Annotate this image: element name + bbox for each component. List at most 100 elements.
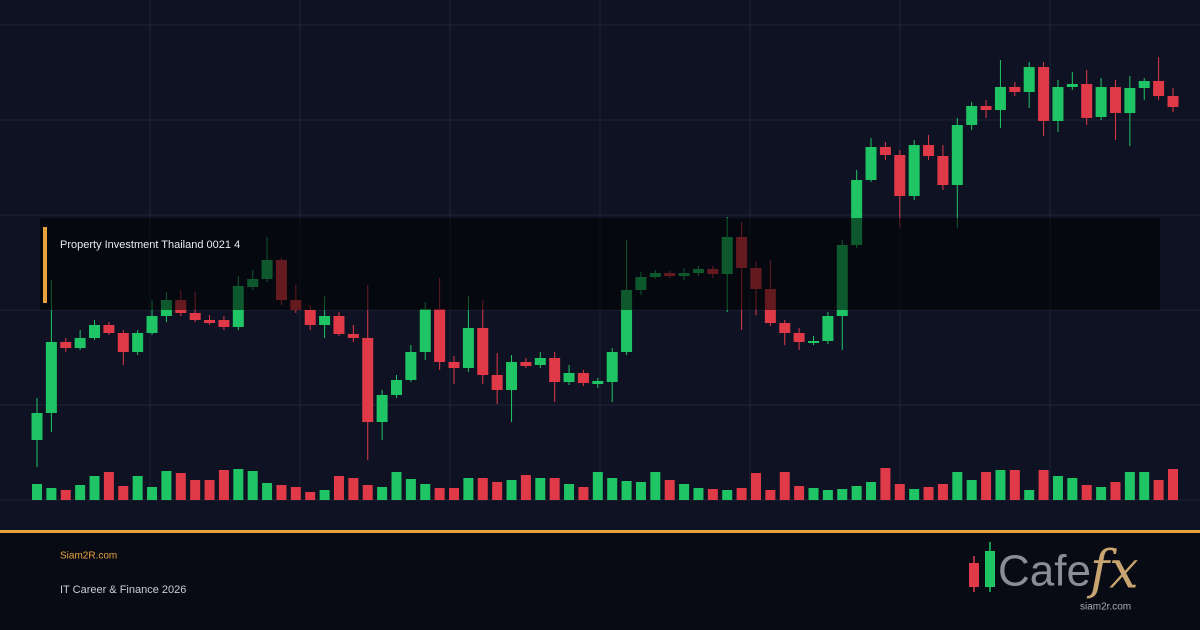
candle-body	[592, 381, 604, 384]
candle-body	[1153, 81, 1165, 96]
volume-bar	[1009, 470, 1020, 500]
candle-body	[1009, 87, 1021, 92]
volume-bar	[247, 471, 258, 500]
volume-bar	[463, 478, 474, 500]
candle-body	[405, 352, 417, 380]
volume-bar	[434, 488, 445, 500]
candle-body	[1081, 84, 1093, 118]
volume-bar	[880, 468, 891, 500]
volume-bar	[995, 470, 1006, 500]
volume-bar	[204, 480, 215, 500]
marks	[31, 57, 1179, 500]
volume-bar	[477, 478, 488, 500]
volume-bar	[1067, 478, 1078, 500]
logo-word: Cafe	[998, 547, 1091, 596]
site-name: Siam2R.com	[60, 551, 117, 562]
candle-body	[822, 316, 834, 341]
volume-bar	[736, 488, 747, 500]
volume-bar	[722, 490, 733, 500]
volume-bar	[564, 484, 575, 500]
candle-body	[60, 342, 72, 348]
volume-bar	[1153, 480, 1164, 500]
candle-body	[362, 338, 374, 422]
candle-body	[204, 320, 216, 323]
candle-body	[146, 316, 158, 333]
candle-body	[434, 309, 446, 362]
candle-body	[621, 290, 633, 352]
logo-accent: fx	[1086, 541, 1139, 601]
candle-body	[1038, 67, 1050, 121]
candle-body	[189, 313, 201, 320]
volume-bar	[923, 487, 934, 500]
volume-bar	[607, 478, 618, 500]
volume-bar	[952, 472, 963, 500]
volume-bar	[779, 472, 790, 500]
volume-bar	[794, 486, 805, 500]
volume-bar	[405, 479, 416, 500]
candle-body	[534, 358, 546, 365]
volume-bar	[1052, 476, 1063, 500]
candle-body	[549, 358, 561, 382]
volume-bar	[32, 484, 42, 500]
volume-bar	[161, 471, 172, 500]
volume-bar	[822, 490, 833, 500]
volume-bar	[305, 492, 316, 500]
volume-bar	[103, 472, 114, 500]
candle-body	[117, 333, 129, 352]
volume-bar	[937, 484, 948, 500]
volume-bar	[492, 482, 503, 500]
logo-url: siam2r.com	[1080, 602, 1131, 613]
volume-bar	[592, 472, 603, 500]
volume-bar	[420, 484, 431, 500]
volume-bar	[549, 478, 560, 500]
volume-bar	[679, 484, 690, 500]
tagline: IT Career & Finance 2026	[60, 584, 186, 596]
volume-bar	[535, 478, 546, 500]
candle-body	[1066, 84, 1078, 87]
candle-body	[376, 395, 388, 422]
volume-bar	[506, 480, 517, 500]
candle-body	[491, 375, 503, 390]
candle-body	[908, 145, 920, 196]
candle-body	[923, 145, 935, 156]
volume-bar	[290, 487, 301, 500]
candle-body	[1109, 87, 1121, 113]
volume-bar	[362, 485, 373, 500]
candle-body	[865, 147, 877, 180]
volume-bar	[837, 489, 848, 500]
volume-bar	[966, 480, 977, 500]
candle-body	[448, 362, 460, 368]
volume-bar	[1110, 482, 1121, 500]
candle-body	[520, 362, 532, 366]
label-box	[40, 218, 1160, 310]
volume-bar	[276, 485, 287, 500]
volume-bar	[377, 487, 388, 500]
volume-bar	[765, 490, 776, 500]
candle-body	[304, 310, 316, 325]
candle-body	[1138, 81, 1150, 88]
divider	[0, 530, 1200, 533]
candle-body	[319, 316, 331, 325]
volume-bar	[894, 484, 905, 500]
volume-bar	[190, 480, 201, 500]
candle-body	[994, 87, 1006, 110]
volume-bar	[1024, 490, 1035, 500]
candle-body	[390, 380, 402, 395]
volume-bar	[333, 476, 344, 500]
candle-body	[1167, 96, 1179, 107]
volume-bar	[808, 488, 819, 500]
logo-candle	[985, 551, 995, 587]
volume-bar	[707, 489, 718, 500]
footer-background	[0, 533, 1200, 630]
volume-bar	[89, 476, 100, 500]
logo-candle	[969, 563, 979, 587]
volume-bar	[1038, 470, 1049, 500]
candle-body	[45, 342, 57, 413]
volume-bar	[1168, 469, 1178, 500]
candle-body	[103, 325, 115, 333]
candle-body	[506, 362, 518, 390]
volume-bar	[391, 472, 402, 500]
volume-bar	[1124, 472, 1135, 500]
volume-bar	[46, 488, 57, 500]
